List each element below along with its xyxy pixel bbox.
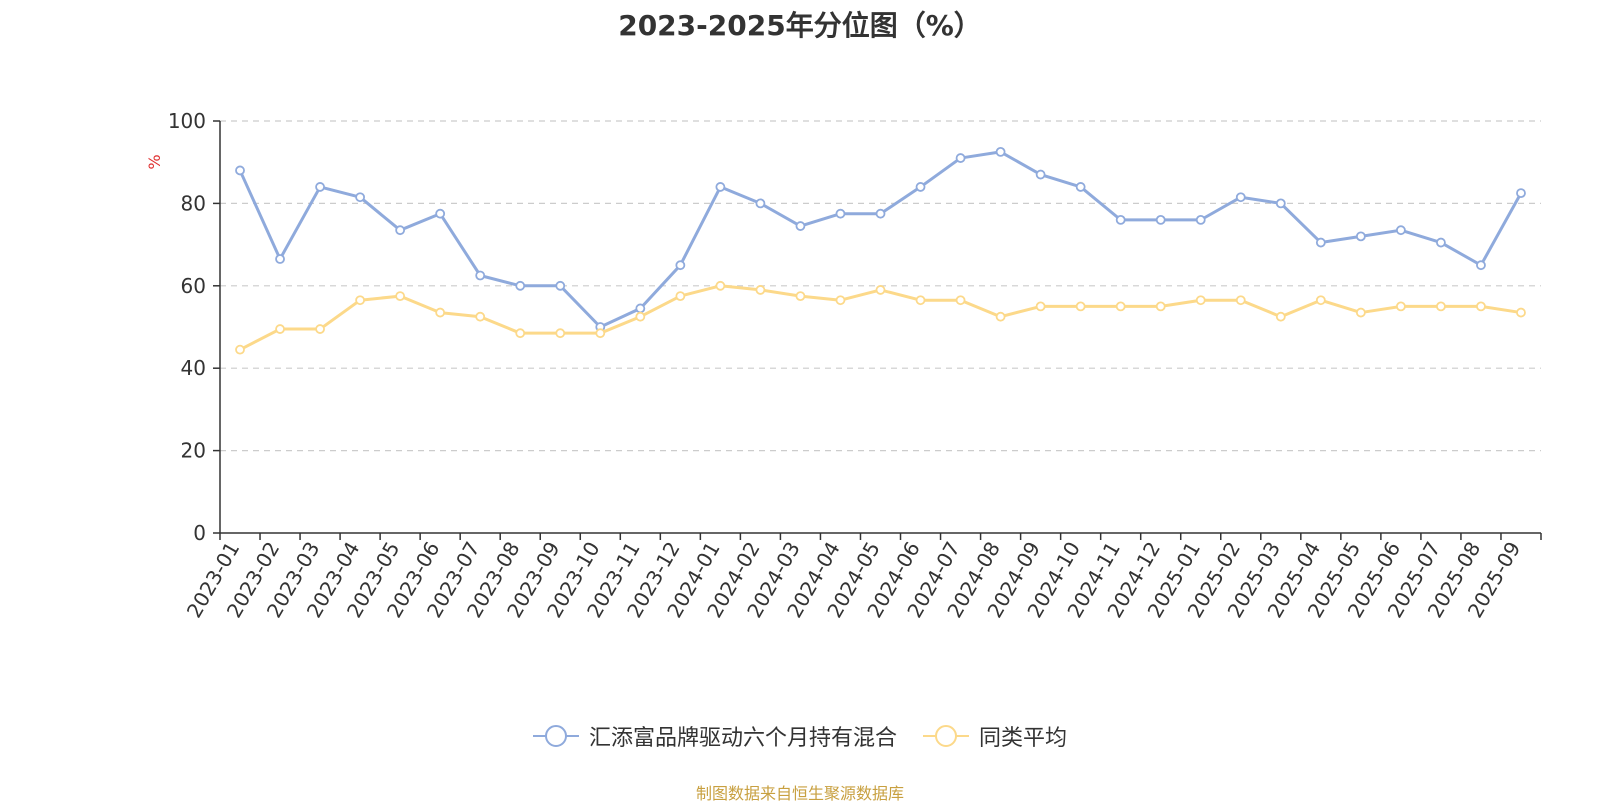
data-point-series-2[interactable] [355,295,366,306]
data-point-series-1[interactable] [395,225,406,236]
data-point-series-1[interactable] [795,221,806,231]
axes [213,120,1542,540]
data-point-series-2[interactable] [435,307,446,318]
data-point-series-1[interactable] [355,192,366,203]
data-point-series-1[interactable] [1355,231,1366,242]
data-point-series-1[interactable] [1516,188,1526,199]
data-point-series-2[interactable] [1115,301,1126,312]
data-point-series-2[interactable] [315,324,325,334]
data-point-series-2[interactable] [1275,311,1286,322]
data-point-series-1[interactable] [995,146,1006,157]
data-point-series-1[interactable] [1436,237,1446,248]
data-point-series-2[interactable] [675,291,686,302]
data-point-series-2[interactable] [955,295,966,306]
series-line-1 [238,150,1523,329]
data-point-series-2[interactable] [555,328,566,339]
data-point-series-1[interactable] [755,198,766,209]
data-point-series-1[interactable] [715,182,726,192]
data-point-series-2[interactable] [395,291,406,302]
data-point-series-2[interactable] [835,295,846,306]
data-point-series-2[interactable] [515,328,526,339]
data-point-series-1[interactable] [835,208,846,219]
data-point-series-1[interactable] [315,182,325,192]
data-point-series-2[interactable] [795,291,806,302]
legend-item-series-2[interactable]: 同类平均 [923,720,1067,752]
data-point-series-1[interactable] [435,208,446,219]
data-point-series-1[interactable] [1395,225,1406,236]
series-line-2 [238,284,1523,352]
data-point-series-1[interactable] [1476,260,1486,271]
data-point-series-2[interactable] [635,311,646,322]
data-point-series-2[interactable] [1516,307,1526,318]
y-axis-unit-label: % [145,154,164,169]
x-tick-labels: 2023-012023-022023-032023-042023-052023-… [182,537,1526,621]
y-tick-label: 40 [181,356,206,380]
data-point-series-1[interactable] [555,280,566,291]
data-point-series-1[interactable] [1235,192,1246,203]
data-point-series-2[interactable] [1355,307,1366,318]
chart-title: 2023-2025年分位图（%） [618,9,982,42]
data-point-series-2[interactable] [1075,301,1086,312]
data-point-series-2[interactable] [1035,301,1046,312]
data-point-series-2[interactable] [235,344,245,355]
data-point-series-2[interactable] [595,328,606,339]
data-point-series-1[interactable] [475,270,486,281]
legend: 汇添富品牌驱动六个月持有混合 同类平均 [0,720,1600,752]
data-point-series-2[interactable] [475,311,486,322]
data-point-series-1[interactable] [515,280,526,291]
data-point-series-1[interactable] [1275,198,1286,209]
y-tick-label: 0 [193,521,206,545]
data-point-series-1[interactable] [1035,169,1046,180]
legend-line-circle-icon [532,725,579,747]
data-point-series-2[interactable] [915,295,926,306]
data-point-series-1[interactable] [955,153,966,163]
data-point-series-1[interactable] [235,165,245,176]
data-point-series-2[interactable] [1315,295,1326,306]
data-point-series-1[interactable] [1115,214,1126,225]
y-tick-labels: 0 20 40 60 80 100 [168,109,206,545]
data-point-series-2[interactable] [755,285,766,295]
source-note: 制图数据来自恒生聚源数据库 [695,784,904,803]
data-point-series-1[interactable] [1155,214,1166,225]
legend-item-series-1[interactable]: 汇添富品牌驱动六个月持有混合 [532,720,897,752]
legend-line-circle-icon [923,725,969,747]
y-tick-label: 100 [168,109,206,133]
data-point-series-1[interactable] [675,260,686,271]
legend-label-series-1: 汇添富品牌驱动六个月持有混合 [588,726,897,751]
series-lines [235,146,1526,355]
legend-label-series-2: 同类平均 [979,726,1068,751]
chart-plot: % 0 20 40 60 80 100 2023-012023-022023-032023… [145,109,1542,622]
y-tick-label: 60 [181,274,206,298]
data-point-series-2[interactable] [715,280,726,291]
data-point-series-1[interactable] [1315,237,1326,248]
data-point-series-2[interactable] [875,285,886,295]
data-point-series-1[interactable] [1075,182,1086,192]
y-tick-label: 20 [181,439,206,463]
data-point-series-2[interactable] [1195,295,1206,306]
data-point-series-2[interactable] [1476,301,1486,312]
data-point-series-2[interactable] [1436,301,1446,312]
data-point-series-2[interactable] [995,311,1006,322]
data-point-series-2[interactable] [1235,295,1246,306]
y-tick-label: 80 [181,191,206,215]
data-point-series-1[interactable] [915,182,926,192]
data-point-series-1[interactable] [635,303,646,314]
data-point-series-1[interactable] [275,254,285,264]
data-point-series-2[interactable] [275,324,285,334]
data-point-series-1[interactable] [875,208,886,219]
data-point-series-2[interactable] [1155,301,1166,312]
data-point-series-1[interactable] [1195,214,1206,225]
data-point-series-2[interactable] [1395,301,1406,312]
